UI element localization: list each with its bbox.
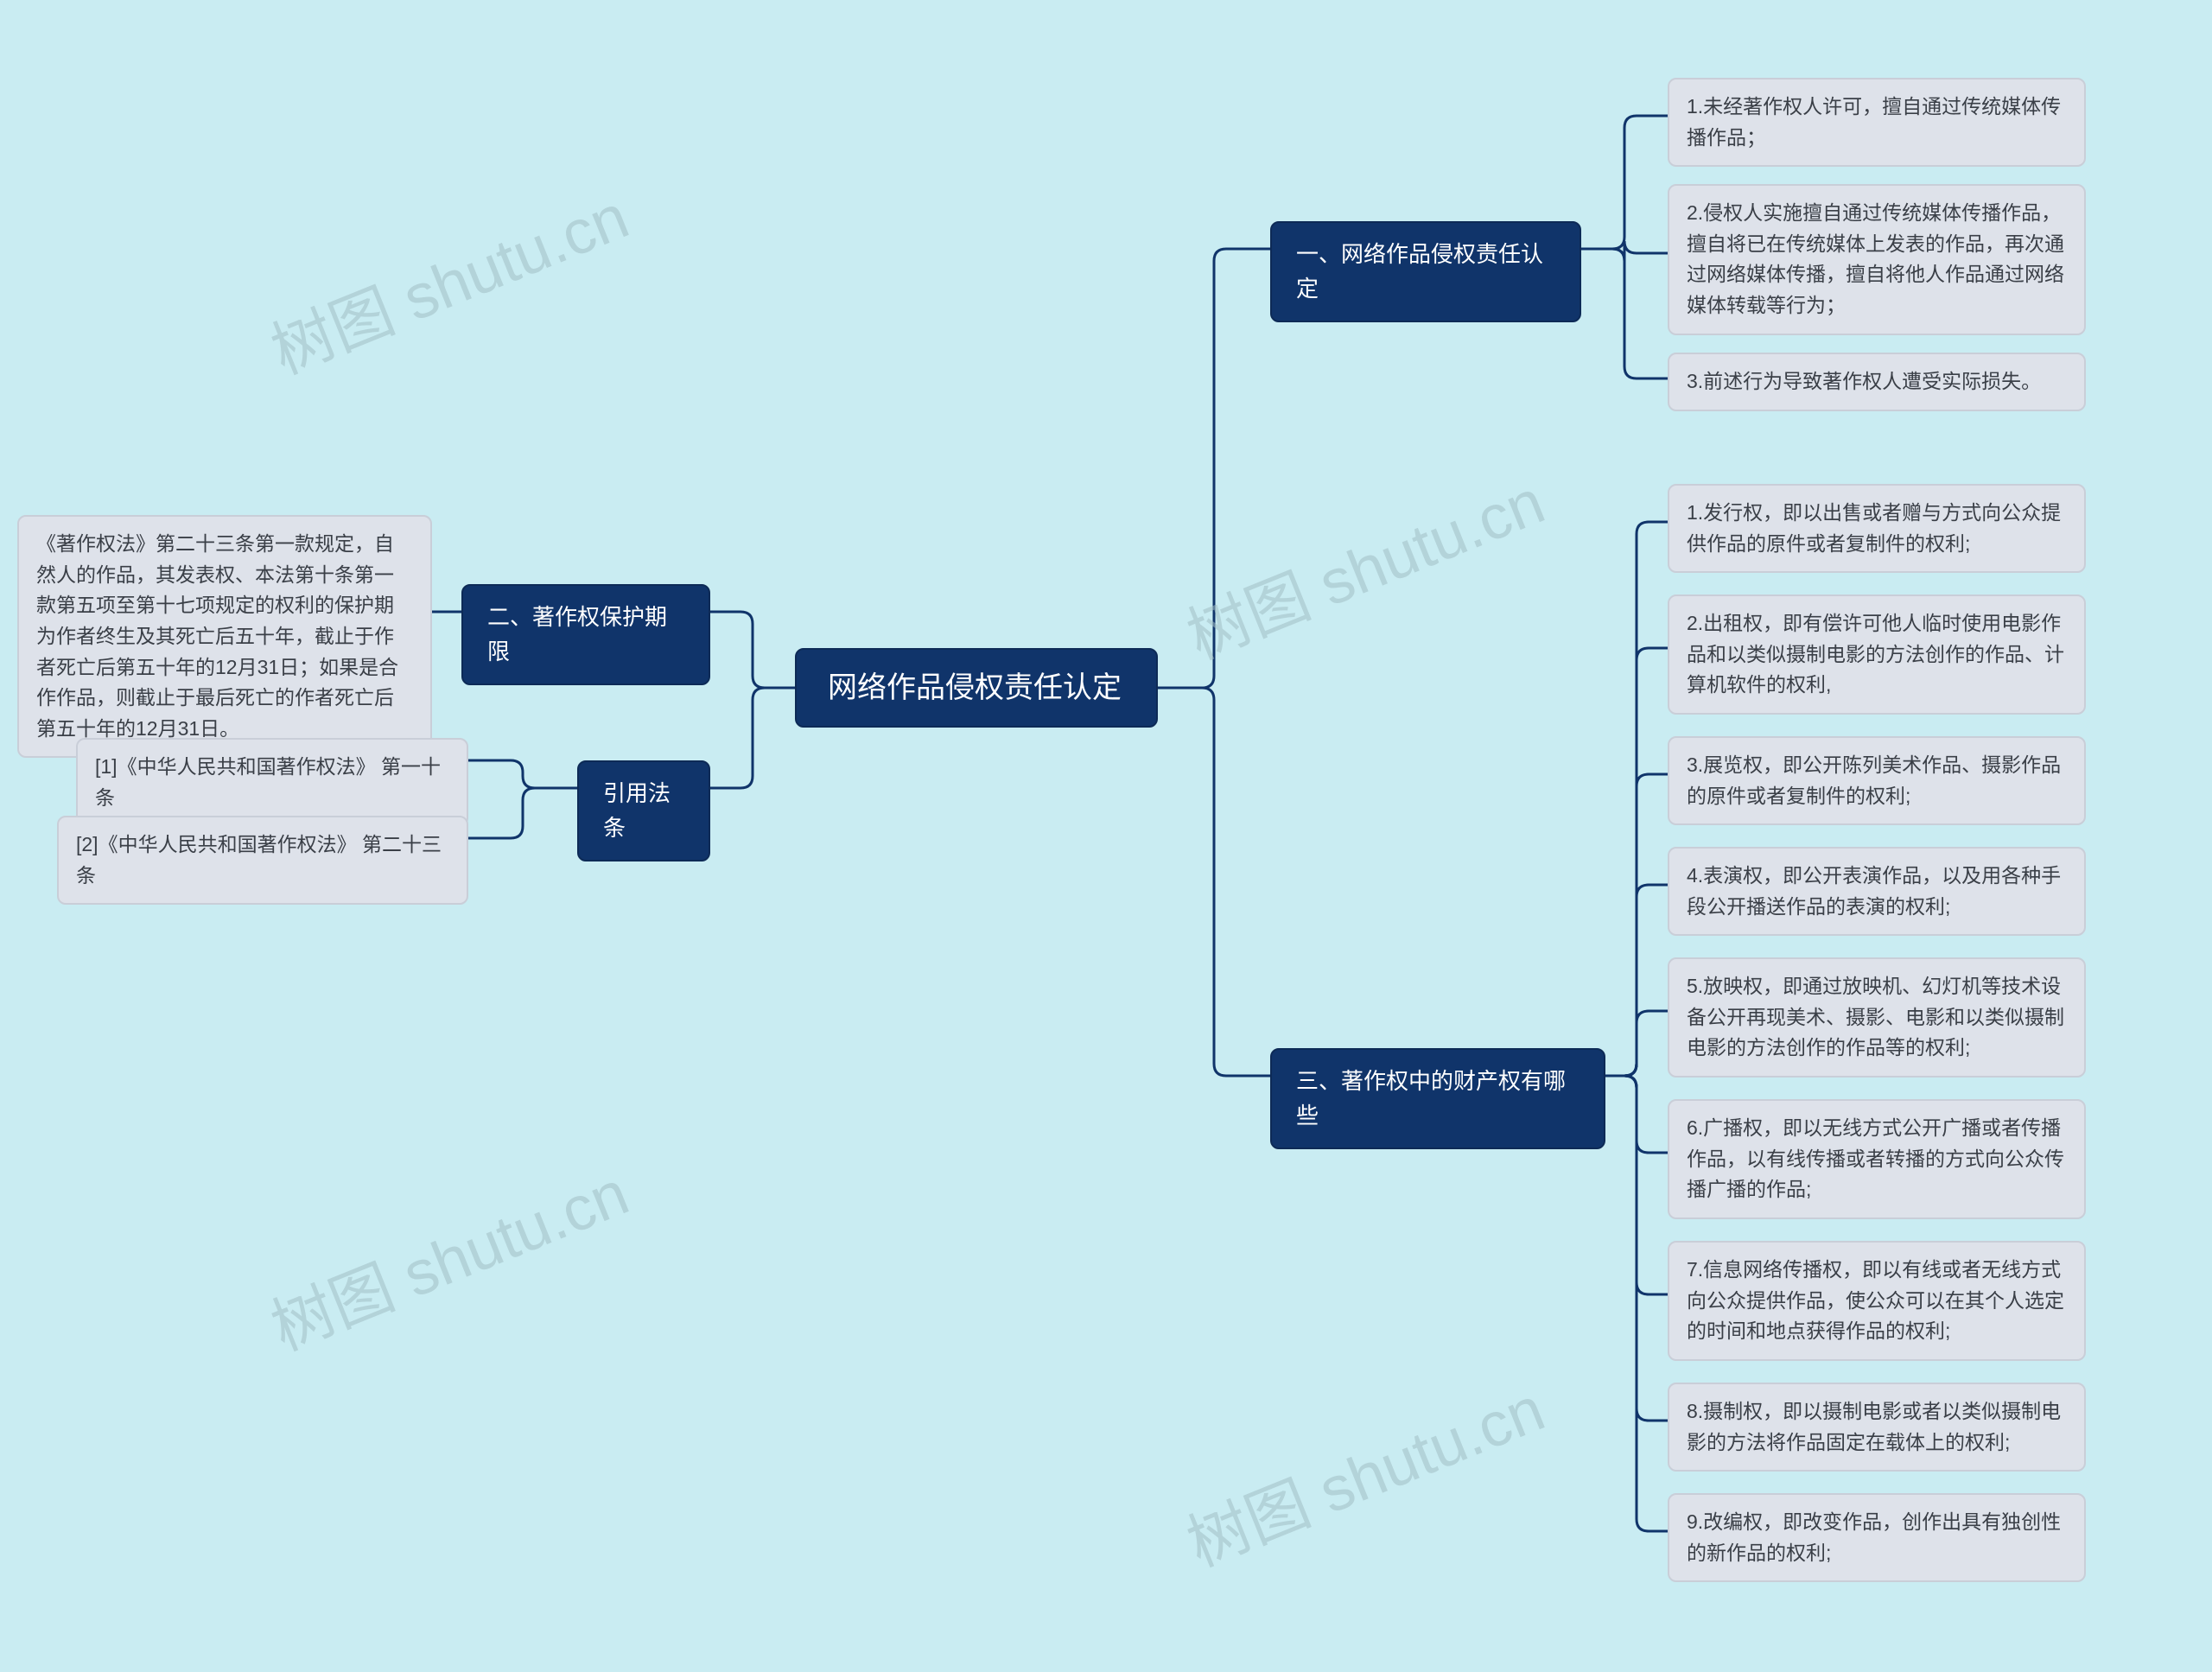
node-label: 一、网络作品侵权责任认定 — [1296, 237, 1555, 307]
leaf-node: 3.前述行为导致著作权人遭受实际损失。 — [1668, 353, 2086, 411]
leaf-node: [2]《中华人民共和国著作权法》 第二十三条 — [57, 816, 468, 905]
node-label: 3.前述行为导致著作权人遭受实际损失。 — [1687, 366, 2041, 397]
node-label: [1]《中华人民共和国著作权法》 第一十条 — [95, 752, 449, 813]
leaf-node: 9.改编权，即改变作品，创作出具有独创性的新作品的权利; — [1668, 1493, 2086, 1582]
leaf-node: 2.出租权，即有偿许可他人临时使用电影作品和以类似摄制电影的方法创作的作品、计算… — [1668, 594, 2086, 715]
node-label: 引用法条 — [603, 776, 684, 846]
watermark: 树图 shutu.cn — [1172, 1358, 1555, 1584]
node-label: 9.改编权，即改变作品，创作出具有独创性的新作品的权利; — [1687, 1507, 2067, 1568]
leaf-node: 1.发行权，即以出售或者赠与方式向公众提供作品的原件或者复制件的权利; — [1668, 484, 2086, 573]
node-label: 6.广播权，即以无线方式公开广播或者传播作品，以有线传播或者转播的方式向公众传播… — [1687, 1113, 2067, 1205]
node-label: 8.摄制权，即以摄制电影或者以类似摄制电影的方法将作品固定在载体上的权利; — [1687, 1396, 2067, 1458]
node-label: 二、著作权保护期限 — [487, 600, 684, 670]
branch-node: 二、著作权保护期限 — [461, 584, 710, 685]
leaf-node: 2.侵权人实施擅自通过传统媒体传播作品，擅自将已在传统媒体上发表的作品，再次通过… — [1668, 184, 2086, 335]
node-label: 3.展览权，即公开陈列美术作品、摄影作品的原件或者复制件的权利; — [1687, 750, 2067, 811]
leaf-node: 8.摄制权，即以摄制电影或者以类似摄制电影的方法将作品固定在载体上的权利; — [1668, 1383, 2086, 1472]
node-label: [2]《中华人民共和国著作权法》 第二十三条 — [76, 830, 449, 891]
leaf-node: 4.表演权，即公开表演作品，以及用各种手段公开播送作品的表演的权利; — [1668, 847, 2086, 936]
node-label: 三、著作权中的财产权有哪些 — [1296, 1064, 1580, 1134]
leaf-node: 《著作权法》第二十三条第一款规定，自然人的作品，其发表权、本法第十条第一款第五项… — [17, 515, 432, 758]
node-label: 7.信息网络传播权，即以有线或者无线方式向公众提供作品，使公众可以在其个人选定的… — [1687, 1255, 2067, 1347]
node-label: 1.未经著作权人许可，擅自通过传统媒体传播作品； — [1687, 92, 2067, 153]
watermark: 树图 shutu.cn — [256, 166, 639, 391]
node-label: 2.出租权，即有偿许可他人临时使用电影作品和以类似摄制电影的方法创作的作品、计算… — [1687, 608, 2067, 701]
mindmap-root: 网络作品侵权责任认定 — [795, 648, 1158, 728]
branch-node: 一、网络作品侵权责任认定 — [1270, 221, 1581, 322]
leaf-node: [1]《中华人民共和国著作权法》 第一十条 — [76, 738, 468, 827]
root-label: 网络作品侵权责任认定 — [828, 665, 1122, 711]
leaf-node: 5.放映权，即通过放映机、幻灯机等技术设备公开再现美术、摄影、电影和以类似摄制电… — [1668, 957, 2086, 1078]
watermark: 树图 shutu.cn — [256, 1142, 639, 1368]
branch-node: 引用法条 — [577, 760, 710, 861]
leaf-node: 6.广播权，即以无线方式公开广播或者传播作品，以有线传播或者转播的方式向公众传播… — [1668, 1099, 2086, 1219]
node-label: 2.侵权人实施擅自通过传统媒体传播作品，擅自将已在传统媒体上发表的作品，再次通过… — [1687, 198, 2067, 321]
leaf-node: 1.未经著作权人许可，擅自通过传统媒体传播作品； — [1668, 78, 2086, 167]
node-label: 1.发行权，即以出售或者赠与方式向公众提供作品的原件或者复制件的权利; — [1687, 498, 2067, 559]
node-label: 《著作权法》第二十三条第一款规定，自然人的作品，其发表权、本法第十条第一款第五项… — [36, 529, 413, 744]
watermark: 树图 shutu.cn — [1172, 451, 1555, 677]
branch-node: 三、著作权中的财产权有哪些 — [1270, 1048, 1605, 1149]
node-label: 5.放映权，即通过放映机、幻灯机等技术设备公开再现美术、摄影、电影和以类似摄制电… — [1687, 971, 2067, 1064]
leaf-node: 7.信息网络传播权，即以有线或者无线方式向公众提供作品，使公众可以在其个人选定的… — [1668, 1241, 2086, 1361]
node-label: 4.表演权，即公开表演作品，以及用各种手段公开播送作品的表演的权利; — [1687, 861, 2067, 922]
leaf-node: 3.展览权，即公开陈列美术作品、摄影作品的原件或者复制件的权利; — [1668, 736, 2086, 825]
